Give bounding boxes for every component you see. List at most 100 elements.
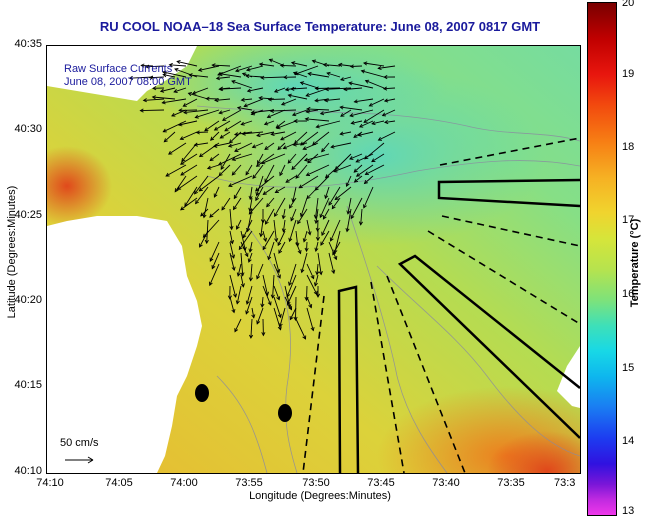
current-vector-head [279, 171, 284, 177]
current-vector [354, 98, 374, 103]
current-vector-head [142, 98, 147, 103]
current-vector-head [348, 81, 353, 86]
current-vector-head [232, 205, 237, 211]
current-vector [163, 120, 187, 133]
current-vector [189, 74, 209, 78]
current-vector [306, 241, 308, 252]
current-vector-head [274, 238, 279, 243]
current-vector [326, 72, 341, 78]
current-vector-head [205, 96, 210, 101]
current-vector [264, 164, 275, 183]
current-vector-head [248, 195, 253, 201]
current-vector [173, 87, 187, 93]
sst-map[interactable] [46, 45, 581, 474]
current-vector-head [229, 240, 235, 245]
current-vector [301, 252, 308, 273]
station-dot-2[interactable] [278, 404, 292, 422]
current-vector-head [288, 281, 293, 287]
current-vector-head [245, 300, 250, 305]
current-vector [222, 109, 242, 121]
current-vector-head [281, 215, 286, 220]
current-vector-head [264, 146, 269, 150]
current-vector-head [290, 217, 295, 222]
current-vector [319, 197, 330, 218]
current-vector [256, 131, 275, 137]
current-vector-head [241, 131, 246, 136]
current-vector-head [331, 205, 336, 210]
current-vector [351, 120, 363, 124]
current-vector [340, 106, 363, 111]
current-vector [349, 82, 374, 89]
current-vector-head [234, 328, 239, 333]
current-vector-head [319, 213, 324, 219]
current-vector [255, 186, 264, 201]
current-vector-head [276, 296, 281, 301]
xtick-label: 73:55 [235, 477, 263, 489]
current-vector [180, 131, 198, 140]
current-vector [162, 71, 187, 78]
current-vector-head [302, 146, 307, 151]
current-vector [290, 87, 308, 90]
current-vector [286, 274, 297, 297]
current-vector [306, 186, 319, 199]
current-vector [231, 80, 253, 89]
current-vector [199, 175, 220, 192]
current-vector [294, 65, 319, 75]
current-vector [315, 197, 319, 219]
current-vector [245, 75, 264, 78]
current-vector-head [263, 237, 268, 243]
current-vector [256, 175, 264, 196]
current-vector [242, 219, 253, 238]
current-vector [264, 120, 275, 125]
current-vector-head [210, 136, 215, 141]
current-vector [263, 186, 275, 195]
current-vector-head [340, 112, 345, 117]
current-vector-head [217, 71, 222, 76]
current-vector-head [258, 62, 264, 67]
current-vector [240, 230, 246, 251]
current-vector-head [260, 75, 265, 80]
current-vector [266, 197, 275, 207]
current-vector-head [163, 138, 168, 143]
current-vector [271, 131, 286, 135]
current-vector [378, 131, 396, 141]
current-vector [316, 120, 341, 128]
current-vector [282, 208, 286, 219]
current-vector [214, 120, 231, 131]
current-vector [344, 87, 363, 90]
current-vector-head [263, 121, 269, 126]
current-vector [213, 142, 231, 147]
current-vector-head [240, 283, 245, 288]
current-vector-head [349, 64, 354, 69]
shipping-lanes [337, 178, 580, 473]
current-vector-head [213, 193, 218, 198]
current-vector [183, 109, 209, 114]
current-vector-head [256, 133, 261, 138]
current-vector-head [358, 123, 364, 128]
current-vector-head [371, 158, 376, 163]
current-vector [359, 120, 374, 128]
current-vector [331, 142, 352, 148]
current-vector [192, 87, 209, 95]
current-vector [321, 142, 330, 152]
ytick-label: 40:15 [14, 379, 42, 391]
ytick-label: 40:35 [14, 38, 42, 50]
current-vector-head [381, 112, 387, 117]
current-vector-head [314, 247, 319, 253]
current-vector-head [194, 190, 198, 195]
current-vector [240, 252, 244, 276]
current-vector-head [260, 160, 266, 165]
current-vector-head [360, 69, 366, 74]
station-dot-1[interactable] [195, 384, 209, 402]
current-vector-head [248, 248, 253, 253]
current-vector-head [343, 87, 348, 92]
current-vector [149, 76, 165, 79]
current-vector-head [377, 65, 382, 71]
current-vector [248, 252, 253, 263]
current-vector [304, 153, 330, 161]
current-vector-head [209, 157, 214, 162]
current-vector-head [183, 110, 188, 115]
current-vector-head [247, 258, 252, 263]
current-vector-head [382, 86, 388, 91]
colorbar-tick: 20 [622, 0, 635, 9]
